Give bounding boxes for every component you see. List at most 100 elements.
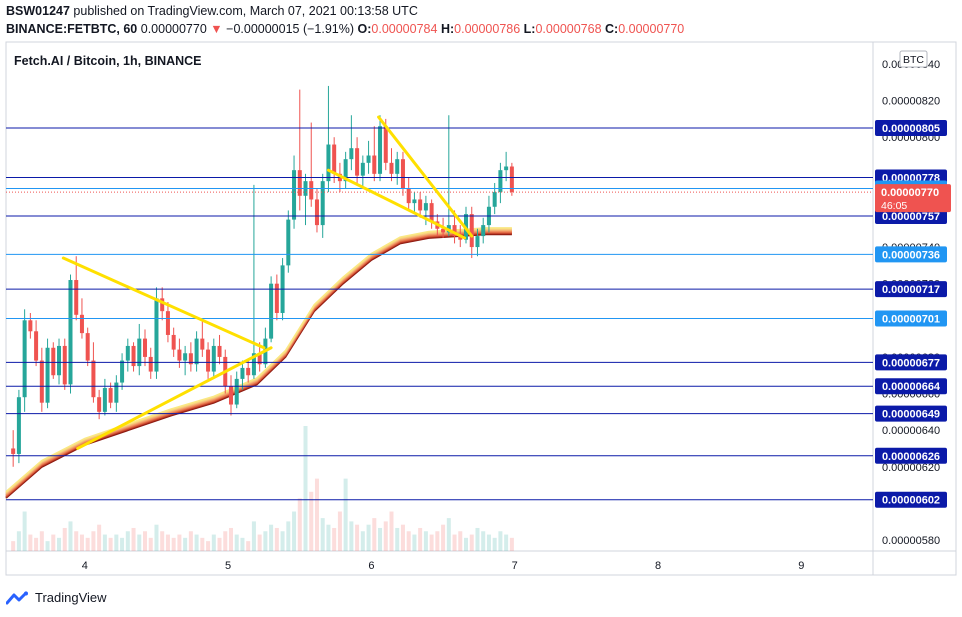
candle [297, 89, 302, 211]
volume-bar [148, 537, 153, 551]
candle [418, 192, 423, 218]
publisher-name[interactable]: BSW01247 [6, 4, 70, 18]
currency-badge[interactable] [899, 50, 928, 68]
volume-bar [39, 531, 44, 551]
volume-bar [274, 527, 279, 551]
candle-body [332, 144, 337, 174]
volume-bar [74, 531, 79, 551]
candle [11, 430, 16, 467]
candle-body [165, 311, 170, 335]
candle [74, 256, 79, 321]
volume-bar [11, 541, 16, 551]
volume-bar [62, 527, 67, 551]
high-label: H: [440, 22, 455, 36]
volume-bar [343, 478, 348, 551]
candle [194, 331, 199, 372]
candle-body [183, 353, 188, 361]
trend-line[interactable] [326, 168, 467, 240]
candle-body [400, 159, 405, 189]
candle-body [360, 162, 365, 176]
volume-bar [114, 534, 119, 551]
volume-bar [16, 531, 21, 551]
currency-badge-label: BTC [903, 54, 924, 66]
candle-body [154, 298, 159, 372]
footer-brand[interactable]: TradingView [6, 590, 107, 605]
open-value: 0.00000784 [371, 22, 438, 36]
candle-body [326, 144, 331, 182]
volume-bar [286, 521, 291, 551]
level-label: 0.00000602 [875, 491, 947, 508]
candle [349, 115, 354, 171]
level-label-text: 0.00000805 [882, 123, 940, 135]
candle-body [120, 360, 125, 383]
level-label: 0.00000736 [875, 246, 947, 263]
candle [131, 342, 136, 372]
level-labels: 0.000008050.000007780.000007720.00000757… [875, 120, 951, 508]
candle-body [206, 349, 211, 372]
candle [200, 320, 205, 357]
volume-bar [429, 534, 434, 551]
candle [125, 338, 130, 372]
volume-bar [492, 537, 497, 551]
trend-line[interactable] [377, 115, 474, 238]
level-label-box [875, 378, 947, 395]
publish-info: BSW01247 published on TradingView.com, M… [6, 4, 418, 18]
volume-bar [91, 531, 96, 551]
volume-bar [332, 527, 337, 551]
low-label: L: [523, 22, 536, 36]
candle-body [274, 283, 279, 313]
candle-body [68, 280, 73, 385]
candle-body [395, 159, 400, 174]
volume-bar [452, 534, 457, 551]
candle-body [423, 203, 428, 211]
candle-body [320, 181, 325, 226]
candle [326, 85, 331, 193]
volume-bar [481, 531, 486, 551]
candle [68, 274, 73, 394]
candle [269, 276, 274, 343]
published-text: published on TradingView.com, March 07, … [73, 4, 418, 18]
volume-bar [406, 531, 411, 551]
candle-body [429, 203, 434, 222]
level-label-box [875, 447, 947, 464]
candle [188, 342, 193, 372]
volume-bar [223, 531, 228, 551]
candle-body [492, 192, 497, 207]
candle-body [366, 155, 371, 163]
candle-body [498, 170, 503, 193]
candle [475, 228, 480, 257]
level-label-box [875, 310, 947, 327]
candle [120, 353, 125, 390]
candle [114, 375, 119, 412]
candle-body [194, 338, 199, 365]
candle-body [22, 320, 27, 398]
volume-bar [246, 541, 251, 551]
volume-bar [57, 537, 62, 551]
volume-bar [68, 521, 73, 551]
volume-bar [51, 534, 56, 551]
trend-line[interactable] [61, 256, 266, 350]
level-label-text: 0.00000677 [882, 357, 940, 369]
candle [85, 327, 90, 367]
volume-bar [498, 531, 503, 551]
level-label-text: 0.00000701 [882, 313, 940, 325]
x-tick-label: 6 [368, 560, 374, 572]
candle [246, 360, 251, 383]
volume-bar [125, 531, 130, 551]
volume-bar [269, 524, 274, 551]
candle-body [217, 345, 222, 357]
volume-bar [326, 524, 331, 551]
level-label-text: 0.00000664 [882, 381, 941, 393]
x-tick-label: 5 [225, 560, 231, 572]
candle-body [251, 353, 256, 376]
volume-bar [320, 518, 325, 551]
level-label-box [875, 405, 947, 422]
volume-bar [297, 498, 302, 551]
level-label-box [875, 281, 947, 298]
volume-bar [458, 531, 463, 551]
candle [171, 327, 176, 357]
trend-line[interactable] [76, 346, 273, 450]
volume-bar [85, 537, 90, 551]
